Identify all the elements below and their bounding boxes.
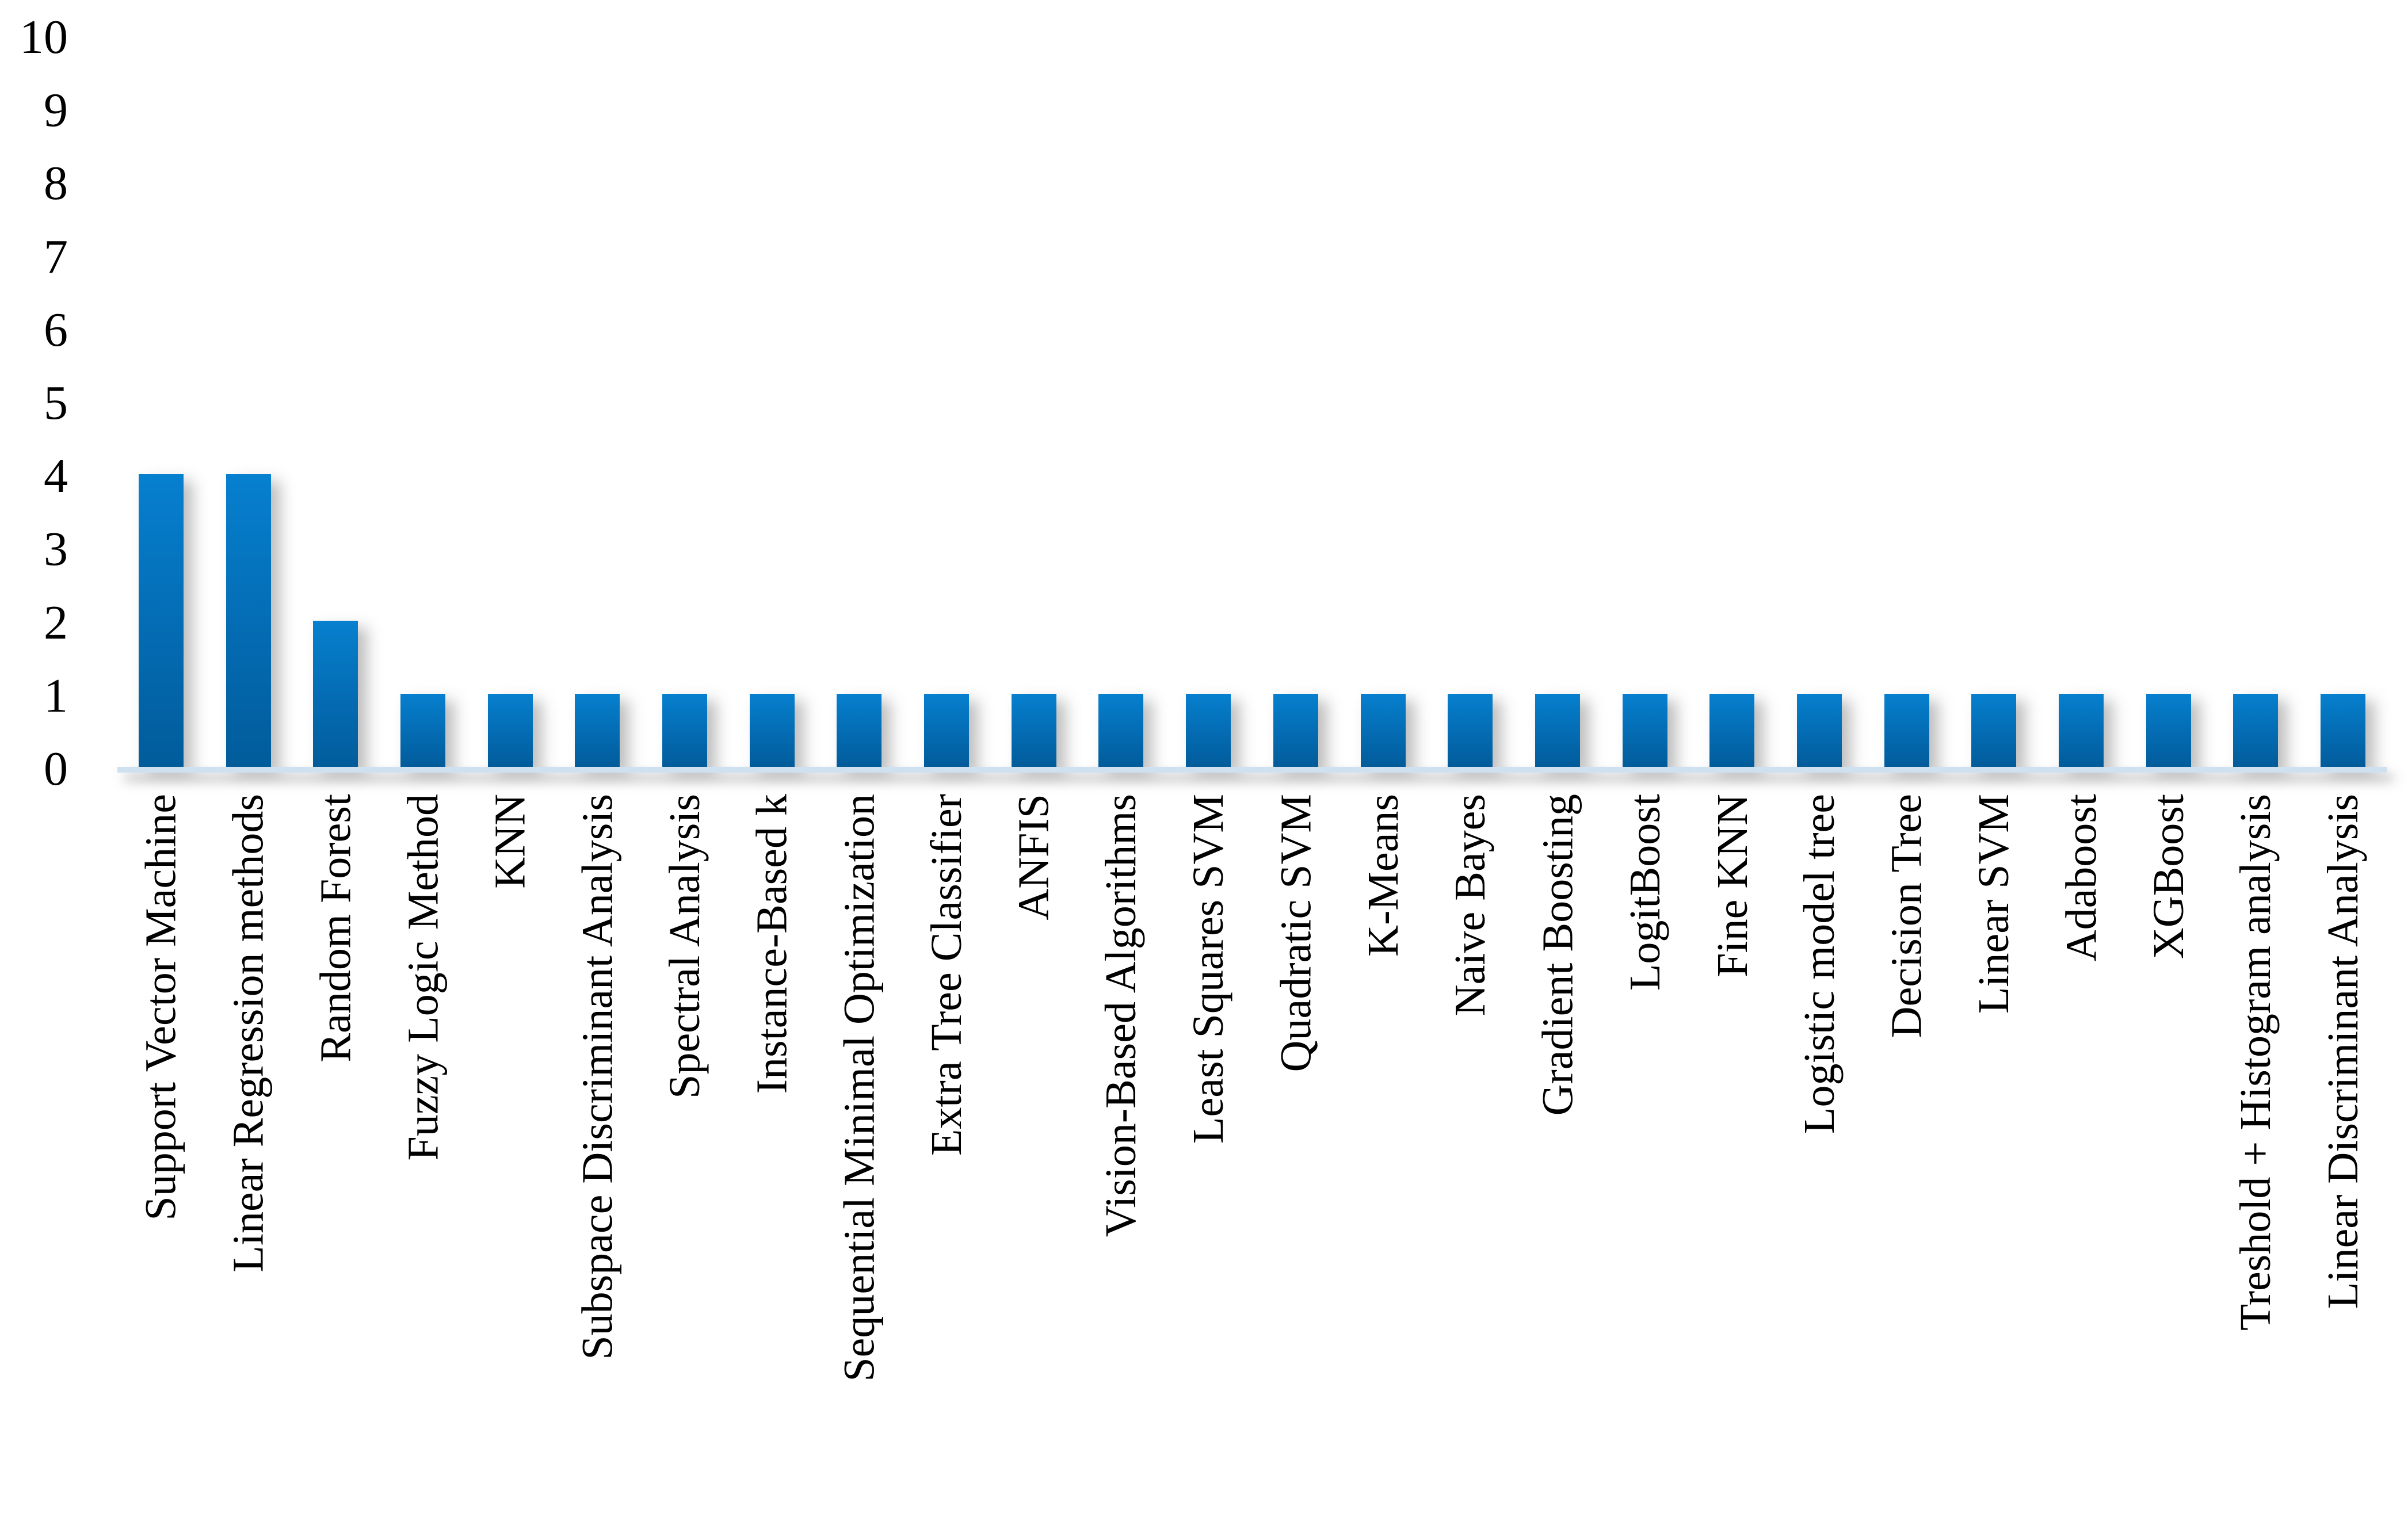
y-tick-label-8: 8 — [44, 156, 68, 211]
x-category-label-15: K-Means — [1358, 794, 1407, 957]
bar-7 — [662, 693, 707, 767]
x-axis-baseline — [117, 767, 2387, 773]
bar-24 — [2146, 693, 2191, 767]
x-category-label-12: Vision-Based Algorithms — [1097, 794, 1146, 1237]
bar-6 — [575, 693, 620, 767]
x-category-label-8: Instance-Based k — [747, 794, 796, 1094]
x-category-label-10: Extra Tree Classifier — [922, 794, 971, 1156]
x-category-label-3: Random Forest — [311, 794, 360, 1063]
x-category-label-23: Adaboost — [2057, 794, 2106, 962]
x-category-label-26: Linear Discriminant Analysis — [2319, 794, 2368, 1309]
bar-13 — [1186, 693, 1231, 767]
x-category-label-11: ANFIS — [1009, 794, 1058, 920]
y-tick-label-3: 3 — [44, 522, 68, 576]
bar-8 — [749, 693, 795, 767]
bar-5 — [487, 693, 533, 767]
x-category-label-4: Fuzzy Logic Method — [398, 794, 447, 1161]
x-category-label-19: Fine KNN — [1708, 794, 1757, 977]
x-category-label-5: KNN — [486, 794, 535, 889]
x-category-label-6: Subspace Discriminant Analysis — [573, 794, 622, 1360]
bar-18 — [1622, 693, 1667, 767]
x-category-label-9: Sequential Minimal Optimization — [835, 794, 884, 1382]
y-tick-label-0: 0 — [44, 742, 68, 796]
x-category-label-21: Decision Tree — [1882, 794, 1931, 1038]
x-category-label-18: LogitBoost — [1620, 794, 1669, 991]
x-category-label-17: Gradient Boosting — [1533, 794, 1582, 1116]
bar-17 — [1535, 693, 1580, 767]
x-category-label-24: XGBoost — [2144, 794, 2193, 960]
bar-10 — [924, 693, 970, 767]
x-category-label-1: Support Vector Machine — [136, 794, 185, 1221]
bar-3 — [313, 620, 358, 767]
bar-25 — [2233, 693, 2279, 767]
x-category-label-25: Treshold + Histogram analysis — [2231, 794, 2280, 1331]
x-category-label-7: Spectral Analysis — [661, 794, 709, 1099]
bar-12 — [1098, 693, 1144, 767]
y-tick-label-9: 9 — [44, 83, 68, 137]
x-category-label-16: Naive Bayes — [1446, 794, 1495, 1017]
bar-16 — [1448, 693, 1493, 767]
bar-15 — [1360, 693, 1406, 767]
x-category-label-20: Logistic model tree — [1795, 794, 1844, 1134]
x-category-label-2: Linear Regression methods — [224, 794, 273, 1273]
bar-2 — [226, 474, 271, 767]
bar-23 — [2059, 693, 2104, 767]
bar-4 — [400, 693, 445, 767]
x-category-label-22: Linear SVM — [1970, 794, 2018, 1014]
x-category-label-13: Least Squares SVM — [1184, 794, 1233, 1144]
bar-19 — [1709, 693, 1755, 767]
bar-21 — [1884, 693, 1929, 767]
bar-9 — [837, 693, 882, 767]
y-tick-label-2: 2 — [44, 595, 68, 650]
bar-22 — [1971, 693, 2017, 767]
bar-20 — [1797, 693, 1842, 767]
y-tick-label-5: 5 — [44, 376, 68, 430]
bar-26 — [2321, 693, 2366, 767]
bar-11 — [1011, 693, 1056, 767]
x-category-label-14: Quadratic SVM — [1271, 794, 1320, 1072]
y-tick-label-4: 4 — [44, 449, 68, 503]
bar-14 — [1273, 693, 1318, 767]
y-tick-label-10: 10 — [20, 10, 68, 64]
bar-1 — [138, 474, 184, 767]
y-tick-label-6: 6 — [44, 303, 68, 357]
y-tick-label-7: 7 — [44, 230, 68, 284]
y-tick-label-1: 1 — [44, 668, 68, 723]
